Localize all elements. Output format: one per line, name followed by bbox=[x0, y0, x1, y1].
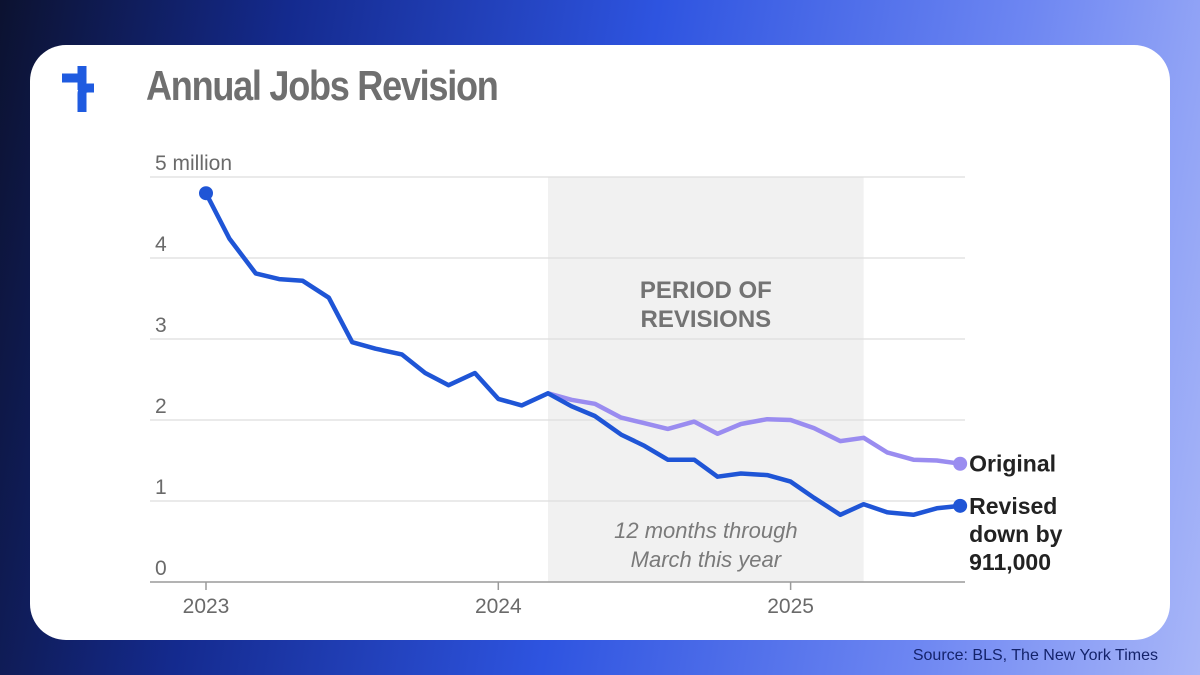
y-tick-label: 1 bbox=[155, 476, 167, 499]
x-tick-label: 2023 bbox=[183, 595, 230, 618]
revision-period-title: REVISIONS bbox=[640, 306, 771, 333]
brand-logo-icon bbox=[62, 66, 94, 112]
series-end-marker bbox=[953, 456, 968, 471]
x-tick-label: 2025 bbox=[767, 595, 814, 618]
revision-period-shade bbox=[548, 177, 864, 582]
page-title: Annual Jobs Revision bbox=[146, 62, 499, 109]
x-tick-label: 2024 bbox=[475, 595, 522, 618]
revision-period-title: PERIOD OF bbox=[640, 277, 772, 304]
series-label: Original bbox=[969, 451, 1056, 477]
revision-period-note: March this year bbox=[631, 547, 783, 572]
series-line-revised bbox=[203, 190, 963, 518]
y-tick-label: 4 bbox=[155, 233, 167, 256]
series-label: 911,000 bbox=[969, 549, 1051, 575]
y-tick-label: 2 bbox=[155, 395, 167, 418]
revision-period-note: 12 months through bbox=[614, 518, 797, 543]
y-tick-label: 0 bbox=[155, 557, 167, 580]
series-end-marker bbox=[953, 498, 968, 513]
logo-stroke-hook bbox=[77, 83, 94, 112]
series-label: down by bbox=[969, 521, 1062, 547]
y-tick-label: 5 million bbox=[155, 152, 232, 175]
series-label: Revised bbox=[969, 493, 1057, 519]
y-tick-label: 3 bbox=[155, 314, 167, 337]
series-line-original bbox=[545, 391, 963, 466]
source-note: Source: BLS, The New York Times bbox=[912, 647, 1158, 664]
series-start-marker bbox=[199, 186, 213, 201]
